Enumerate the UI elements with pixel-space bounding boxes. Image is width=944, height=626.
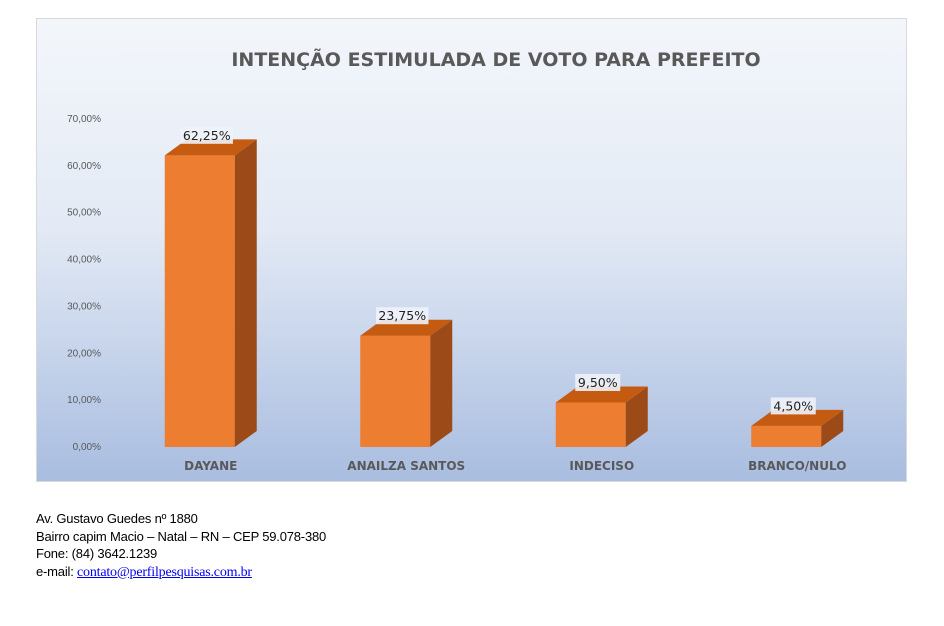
data-label: 9,50% — [578, 375, 618, 390]
data-label-bg — [770, 397, 816, 415]
address-block: Av. Gustavo Guedes nº 1880 Bairro capim … — [36, 510, 326, 581]
y-tick-label: 0,00% — [73, 442, 101, 453]
data-label-bg — [376, 307, 429, 325]
x-tick-label: DAYANE — [184, 459, 237, 473]
y-tick-label: 10,00% — [67, 395, 101, 406]
bar-side — [821, 409, 844, 447]
phone: Fone: (84) 3642.1239 — [36, 546, 158, 561]
bar: 9,50% — [555, 373, 648, 447]
chart-container: INTENÇÃO ESTIMULADA DE VOTO PARA PREFEIT… — [36, 18, 907, 482]
email-label: e-mail: — [36, 563, 78, 579]
y-tick-label: 70,00% — [67, 114, 101, 125]
x-axis: DAYANE ANAILZA SANTOS INDECISO BRANCO/NULO — [184, 459, 846, 473]
y-tick-label: 60,00% — [67, 161, 101, 172]
bars: 62,25% 23,75% 9,50% 4,50% — [164, 126, 844, 448]
data-label: 4,50% — [773, 398, 813, 413]
y-axis: 0,00% 10,00% 20,00% 30,00% 40,00% 50,00% 60,00… — [67, 114, 101, 453]
y-tick-label: 50,00% — [67, 208, 101, 219]
bar-side — [625, 386, 648, 447]
bar-front — [360, 335, 431, 447]
bar-side — [234, 139, 257, 448]
y-tick-label: 20,00% — [67, 348, 101, 359]
bar-front — [164, 155, 235, 448]
data-label-bg — [180, 126, 233, 144]
chart-title: INTENÇÃO ESTIMULADA DE VOTO PARA PREFEIT… — [231, 47, 760, 71]
data-label-bg — [575, 373, 621, 391]
data-label: 23,75% — [378, 308, 426, 323]
bar-side — [430, 319, 453, 447]
email-link[interactable]: contato@perfilpesquisas.com.br — [77, 564, 252, 580]
bar-front — [555, 402, 626, 447]
address-street: Av. Gustavo Guedes nº 1880 — [36, 511, 198, 526]
x-tick-label: ANAILZA SANTOS — [347, 459, 465, 473]
data-label: 62,25% — [183, 128, 231, 143]
y-tick-label: 40,00% — [67, 255, 101, 266]
x-tick-label: INDECISO — [569, 459, 634, 473]
bar: 4,50% — [751, 397, 844, 447]
x-tick-label: BRANCO/NULO — [748, 459, 846, 473]
email-line: e-mail: contato@perfilpesquisas.com.br — [36, 563, 326, 582]
y-tick-label: 30,00% — [67, 301, 101, 312]
bar: 62,25% — [164, 126, 257, 448]
bar-front — [751, 425, 822, 447]
bar-chart: INTENÇÃO ESTIMULADA DE VOTO PARA PREFEIT… — [67, 47, 846, 473]
bar: 23,75% — [360, 307, 453, 447]
address-district: Bairro capim Macio – Natal – RN – CEP 59… — [36, 528, 327, 544]
